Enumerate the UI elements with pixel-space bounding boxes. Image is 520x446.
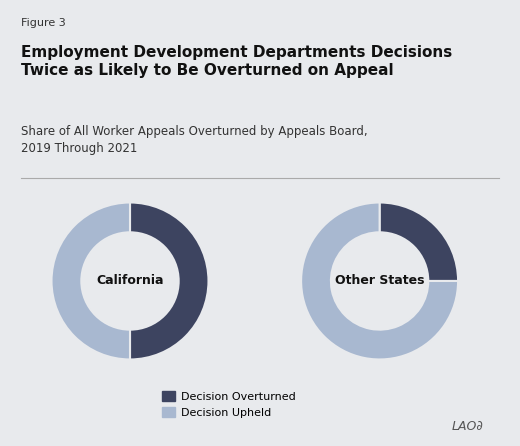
Text: LAO∂: LAO∂ <box>452 420 484 433</box>
Wedge shape <box>301 202 458 359</box>
Text: Figure 3: Figure 3 <box>21 18 66 28</box>
Wedge shape <box>130 202 209 359</box>
Text: Share of All Worker Appeals Overturned by Appeals Board,
2019 Through 2021: Share of All Worker Appeals Overturned b… <box>21 125 368 155</box>
Legend: Decision Overturned, Decision Upheld: Decision Overturned, Decision Upheld <box>158 387 300 423</box>
Text: Employment Development Departments Decisions
Twice as Likely to Be Overturned on: Employment Development Departments Decis… <box>21 45 452 78</box>
Text: Other States: Other States <box>335 274 424 288</box>
Text: California: California <box>96 274 164 288</box>
Wedge shape <box>380 202 458 281</box>
Wedge shape <box>51 202 130 359</box>
